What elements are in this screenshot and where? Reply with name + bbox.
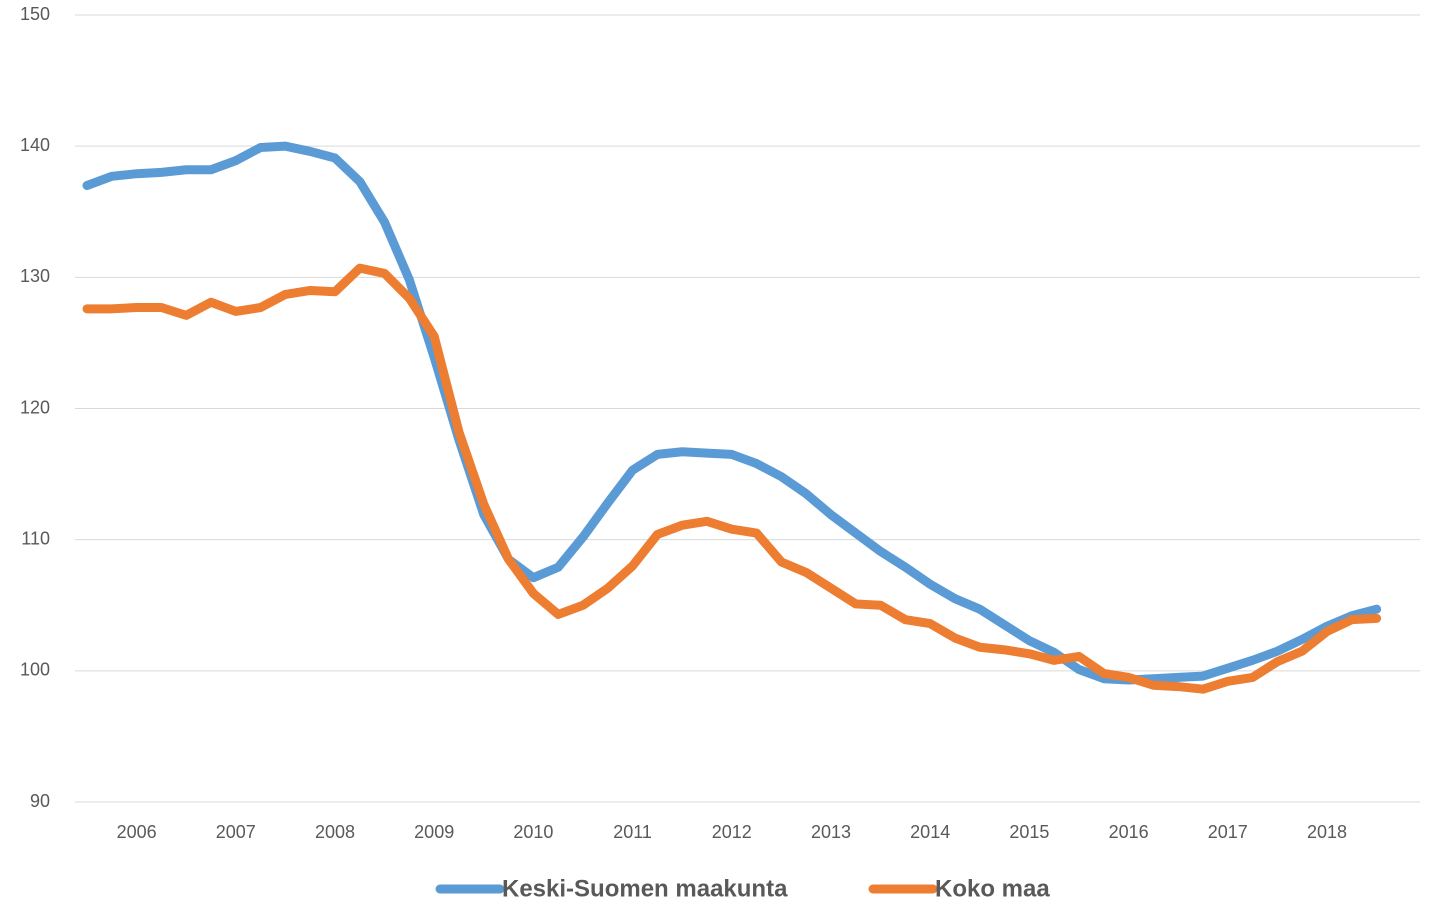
legend-label: Keski-Suomen maakunta <box>502 875 788 902</box>
x-tick-label: 2013 <box>811 822 851 842</box>
y-tick-label: 110 <box>21 528 50 548</box>
y-tick-label: 130 <box>20 266 50 286</box>
y-tick-label: 140 <box>20 135 50 155</box>
x-tick-label: 2011 <box>613 822 652 842</box>
data-line <box>82 263 1382 694</box>
x-tick-label: 2007 <box>216 822 256 842</box>
x-tick-label: 2014 <box>910 822 950 842</box>
x-tick-label: 2006 <box>117 822 157 842</box>
y-tick-label: 150 <box>20 4 50 24</box>
x-tick-label: 2012 <box>712 822 752 842</box>
x-tick-label: 2015 <box>1009 822 1049 842</box>
legend-label: Koko maa <box>935 875 1050 902</box>
y-tick-label: 120 <box>20 397 50 417</box>
x-tick-label: 2010 <box>513 822 553 842</box>
data-line <box>82 141 1382 685</box>
x-tick-label: 2017 <box>1208 822 1248 842</box>
y-tick-label: 100 <box>20 660 50 680</box>
x-tick-label: 2008 <box>315 822 355 842</box>
x-tick-label: 2009 <box>414 822 454 842</box>
x-tick-label: 2018 <box>1307 822 1347 842</box>
y-tick-label: 90 <box>30 791 50 811</box>
x-tick-label: 2016 <box>1109 822 1149 842</box>
